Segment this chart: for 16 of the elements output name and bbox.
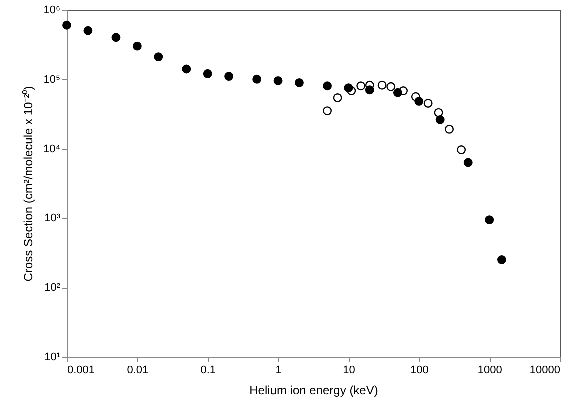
y-tick-label: 10⁵ xyxy=(44,74,60,86)
x-tick-label: 1 xyxy=(276,364,282,376)
x-tick-label: 1000 xyxy=(478,364,502,376)
y-tick-label: 10⁶ xyxy=(44,4,60,16)
x-tick-label: 10000 xyxy=(530,364,560,376)
x-tick-label: 10 xyxy=(343,364,356,376)
y-tick-label: 10⁴ xyxy=(44,143,61,156)
x-tick-label: 0.01 xyxy=(127,364,149,376)
x-tick-label: 0.001 xyxy=(68,364,96,376)
x-axis-title: Helium ion energy (keV) xyxy=(250,384,378,398)
x-tick-label: 100 xyxy=(410,364,429,376)
y-tick-label: 10² xyxy=(44,282,61,294)
y-tick-label: 10³ xyxy=(44,212,61,225)
y-tick-label: 10¹ xyxy=(44,352,61,364)
y-axis-title: Cross Section (cm²/molecule x 10⁻²⁰) xyxy=(22,86,36,282)
x-tick-label: 0.1 xyxy=(200,364,216,376)
